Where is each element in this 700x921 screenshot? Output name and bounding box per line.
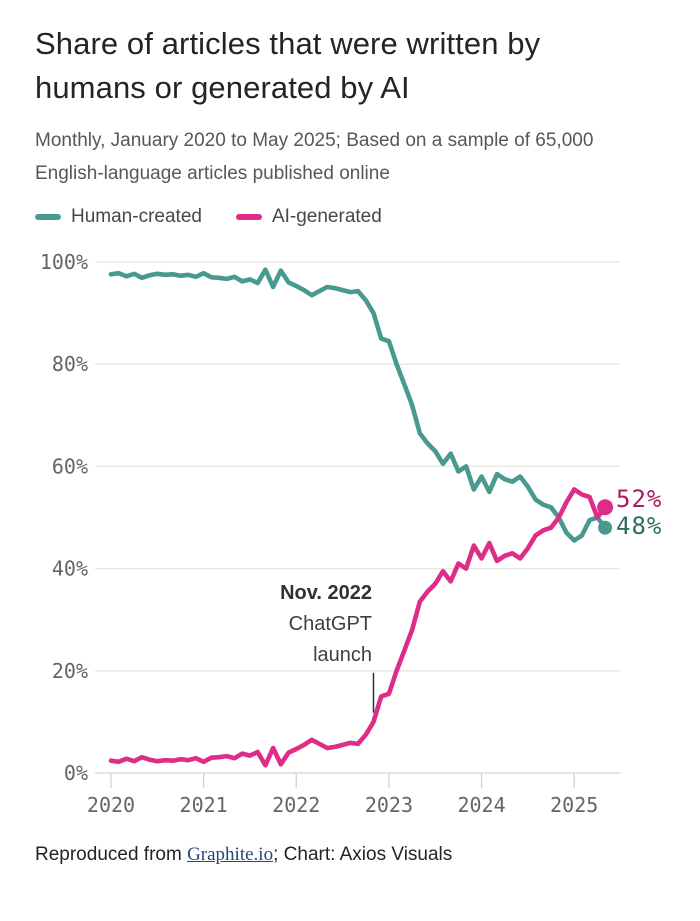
source-prefix: Reproduced from (35, 844, 188, 865)
x-tick-label: 2025 (550, 793, 598, 817)
x-tick-label: 2021 (180, 793, 228, 817)
source-line: Reproduced from Graphite.io; Chart: Axio… (35, 844, 665, 866)
x-tick-label: 2022 (272, 793, 320, 817)
series-line-human-created (108, 267, 608, 543)
x-tick-label: 2023 (365, 793, 413, 817)
end-dot-ai-generated (597, 499, 614, 516)
chart-subtitle: Monthly, January 2020 to May 2025; Based… (35, 130, 594, 184)
legend-swatch-human-icon (35, 214, 61, 220)
end-value-label-human: 48% (616, 512, 663, 540)
annotation-line2: ChatGPT (288, 613, 372, 635)
y-tick-label: 40% (52, 557, 88, 581)
legend-item-human: Human-created (35, 206, 202, 228)
legend-label-ai: AI-generated (271, 206, 382, 227)
chart-legend: Human-created AI-generated (35, 206, 665, 228)
legend-label-human: Human-created (71, 206, 202, 227)
y-tick-label: 60% (52, 454, 88, 478)
source-suffix: ; Chart: Axios Visuals (273, 844, 453, 865)
chatgpt-launch-annotation: Nov. 2022 ChatGPT launch (150, 578, 372, 671)
end-dot-human-created (598, 520, 613, 535)
line-chart: 0% 20% 40% 60% 80% 100% 2020 2021 2022 2023 2024 20… (0, 238, 700, 830)
x-tick-label: 2020 (87, 793, 135, 817)
legend-swatch-ai-icon (235, 214, 262, 220)
chart-canvas: 0% 20% 40% 60% 80% 100% 2020 2021 2022 2023 2024 20… (40, 250, 620, 817)
chart-card: Share of articles that were written by h… (0, 22, 700, 866)
page-title: Share of articles that were written by h… (35, 26, 541, 105)
series-line-ai-generated (108, 487, 608, 768)
y-tick-label: 80% (52, 352, 88, 376)
end-value-label-ai: 52% (616, 485, 663, 513)
legend-item-ai: AI-generated (235, 206, 382, 228)
annotation-line3: launch (313, 644, 372, 666)
x-tick-label: 2024 (457, 793, 505, 817)
annotation-date: Nov. 2022 (280, 582, 372, 604)
y-tick-label: 20% (52, 659, 88, 683)
y-tick-label: 0% (64, 761, 88, 785)
y-tick-label: 100% (40, 250, 88, 274)
graphite-link[interactable]: Graphite.io (187, 844, 274, 865)
